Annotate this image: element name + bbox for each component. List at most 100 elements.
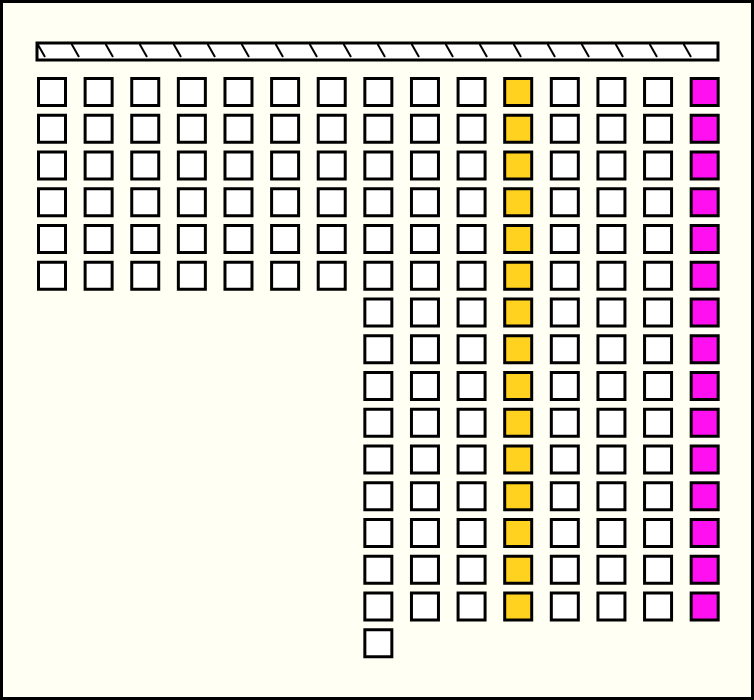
cell — [37, 187, 67, 218]
cell-column — [37, 77, 67, 291]
cell — [176, 77, 207, 107]
cell — [363, 224, 394, 254]
cell — [643, 297, 674, 328]
cell — [270, 150, 301, 181]
cell — [270, 224, 301, 254]
cell — [409, 297, 440, 328]
cell — [596, 591, 627, 622]
cell — [83, 260, 114, 291]
cell — [130, 224, 161, 254]
cell — [643, 77, 674, 107]
cell — [596, 297, 627, 328]
cell — [503, 297, 534, 328]
cell — [689, 297, 720, 328]
cell — [689, 371, 720, 401]
cell — [409, 77, 440, 107]
cell — [409, 481, 440, 512]
cell — [689, 444, 720, 475]
cell — [130, 187, 161, 218]
cell — [643, 591, 674, 622]
cell — [176, 113, 207, 144]
cell-column — [409, 77, 440, 622]
cell — [643, 371, 674, 401]
cell — [363, 518, 394, 548]
cell — [363, 554, 394, 585]
cell — [503, 444, 534, 475]
cell — [643, 150, 674, 181]
cell — [596, 77, 627, 107]
cell — [549, 444, 580, 475]
cell — [409, 224, 440, 254]
cell — [456, 334, 487, 365]
cell — [409, 187, 440, 218]
cell — [503, 150, 534, 181]
cell-column — [689, 77, 720, 622]
cell-column — [130, 77, 161, 291]
cell — [176, 187, 207, 218]
cell — [503, 518, 534, 548]
cell — [503, 187, 534, 218]
cell — [503, 591, 534, 622]
cell — [37, 150, 67, 181]
cell — [409, 113, 440, 144]
cell — [363, 591, 394, 622]
cell — [643, 113, 674, 144]
cell — [549, 334, 580, 365]
cell — [596, 150, 627, 181]
cell — [316, 187, 347, 218]
cell — [689, 334, 720, 365]
cell-column — [596, 77, 627, 622]
cell — [596, 334, 627, 365]
cell — [456, 113, 487, 144]
cell — [643, 260, 674, 291]
cell — [503, 371, 534, 401]
cell — [643, 334, 674, 365]
cell — [83, 150, 114, 181]
cell — [643, 518, 674, 548]
cell — [363, 628, 394, 659]
cell — [37, 113, 67, 144]
cell — [270, 77, 301, 107]
cell — [316, 77, 347, 107]
cell — [223, 187, 254, 218]
cell — [83, 224, 114, 254]
cell — [596, 518, 627, 548]
cell — [596, 371, 627, 401]
cell — [503, 334, 534, 365]
cell — [549, 260, 580, 291]
cell-column — [549, 77, 580, 622]
cell — [37, 224, 67, 254]
cell — [503, 554, 534, 585]
cell — [689, 591, 720, 622]
cell — [176, 150, 207, 181]
cell — [270, 113, 301, 144]
cell — [363, 77, 394, 107]
cell — [83, 77, 114, 107]
cell — [643, 481, 674, 512]
cell — [596, 481, 627, 512]
cell — [549, 407, 580, 438]
cell — [643, 444, 674, 475]
cell-column — [83, 77, 114, 291]
cell — [689, 150, 720, 181]
cell — [223, 224, 254, 254]
cell — [643, 224, 674, 254]
cell — [596, 113, 627, 144]
cell — [456, 554, 487, 585]
cell-column — [316, 77, 347, 291]
cell — [409, 518, 440, 548]
cell — [503, 224, 534, 254]
cell — [409, 591, 440, 622]
cell — [689, 113, 720, 144]
cell — [549, 113, 580, 144]
cell-column — [176, 77, 207, 291]
cell — [130, 260, 161, 291]
cell — [689, 518, 720, 548]
cell — [689, 481, 720, 512]
cell — [689, 187, 720, 218]
cell — [456, 224, 487, 254]
cell — [456, 187, 487, 218]
cell — [409, 150, 440, 181]
cell — [37, 260, 67, 291]
